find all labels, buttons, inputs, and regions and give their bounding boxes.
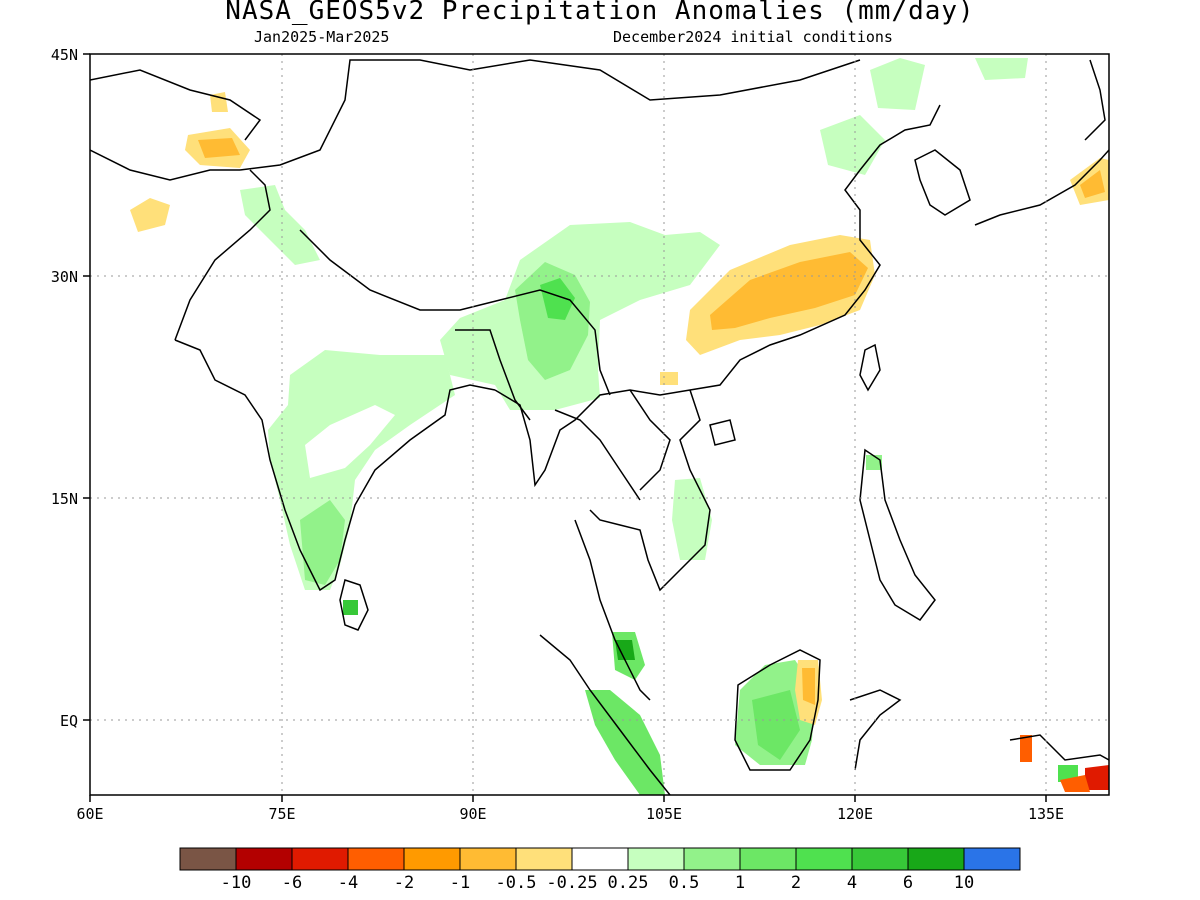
- lon-label: 75E: [268, 805, 295, 823]
- colorbar-label: -10: [221, 873, 252, 893]
- anomaly-korea: [975, 58, 1028, 80]
- colorbar-label: 0.5: [669, 873, 700, 893]
- coast-vietnam: [589, 389, 711, 592]
- lat-label: 45N: [51, 46, 78, 64]
- initial-conditions: December2024 initial conditions: [613, 28, 893, 46]
- anomaly-srilanka: [343, 600, 358, 615]
- anomaly-png-dry-edge: [1060, 775, 1090, 792]
- coast-indochina: [494, 104, 941, 488]
- coast-borneo: [734, 649, 821, 771]
- coast-india: [174, 339, 496, 592]
- colorbar-swatch: [235, 847, 293, 871]
- lat-label: EQ: [60, 712, 78, 730]
- border-china: [239, 59, 861, 171]
- lon-labels: 60E 75E 90E 105E 120E 135E: [76, 805, 1064, 823]
- coastlines: [90, 59, 1109, 795]
- colorbar-swatch: [907, 847, 965, 871]
- colorbar-swatch: [179, 847, 237, 871]
- anomaly-png-dry: [1085, 765, 1109, 790]
- anomaly-southchina-core: [710, 252, 868, 330]
- coast-taiwan: [859, 343, 881, 392]
- coast-hainan: [709, 419, 736, 446]
- anomaly-tajik-core: [198, 138, 240, 158]
- colorbar-label: 0.25: [608, 873, 649, 893]
- lon-label: 135E: [1028, 805, 1064, 823]
- anomaly-india-dry-hole: [305, 405, 395, 478]
- lon-label: 90E: [459, 805, 486, 823]
- border-laos-vietnam: [629, 389, 671, 491]
- colorbar-swatch: [291, 847, 349, 871]
- colorbar-label: 2: [791, 873, 801, 893]
- colorbar-swatch: [515, 847, 573, 871]
- coast-japan: [974, 59, 1109, 226]
- colorbar-label: -6: [282, 873, 302, 893]
- coast-korea: [914, 149, 971, 216]
- colorbar-swatch: [795, 847, 853, 871]
- colorbar-swatch: [459, 847, 517, 871]
- anomaly-newguinea-west: [1020, 735, 1032, 762]
- ticks: [83, 53, 1047, 802]
- anomaly-manchuria: [820, 115, 885, 175]
- anomaly-borneo-dry-core: [802, 668, 815, 705]
- border-pakistan: [174, 169, 271, 341]
- coast-srilanka: [339, 579, 369, 631]
- coast-newguinea: [1009, 734, 1109, 761]
- colorbar-label: -0.5: [496, 873, 537, 893]
- anomaly-india-wet: [268, 350, 455, 590]
- lon-label: 60E: [76, 805, 103, 823]
- colorbar-label: 10: [954, 873, 974, 893]
- anomaly-japan-core: [1080, 170, 1105, 198]
- border-afghan: [90, 149, 240, 181]
- colorbar-swatch: [683, 847, 741, 871]
- colorbar-swatch: [739, 847, 797, 871]
- anomaly-malaya-core: [615, 640, 635, 660]
- anomaly-nwhimalaya: [240, 185, 320, 265]
- map-frame: [89, 53, 1110, 796]
- border-central-asia: [90, 69, 262, 141]
- border-himalaya: [299, 229, 611, 396]
- map-title: NASA_GEOS5v2 Precipitation Anomalies (mm…: [225, 0, 975, 26]
- colorbar-swatch: [627, 847, 685, 871]
- coast-philippines: [859, 448, 936, 621]
- colorbar: -10 -6 -4 -2 -1 -0.5 -0.25 0.25 0.5 1 2 4 6 10: [179, 847, 1021, 893]
- lat-label: 30N: [51, 268, 78, 286]
- colorbar-swatch: [347, 847, 405, 871]
- forecast-period: Jan2025-Mar2025: [254, 28, 390, 46]
- coast-sumatra: [539, 634, 671, 795]
- colorbar-label: -0.25: [546, 873, 597, 893]
- gridlines: [90, 54, 1109, 795]
- anomaly-tajik-north: [210, 92, 228, 112]
- anomaly-ne-china: [870, 58, 925, 110]
- lon-label: 105E: [646, 805, 682, 823]
- lon-label: 120E: [837, 805, 873, 823]
- anomaly-field: [130, 58, 1109, 795]
- border-bangladesh-myanmar: [455, 329, 641, 501]
- anomaly-yunnan-dry: [660, 372, 678, 385]
- colorbar-label: -1: [450, 873, 470, 893]
- colorbar-label: -2: [394, 873, 414, 893]
- coast-sulawesi: [849, 689, 902, 771]
- lat-label: 15N: [51, 490, 78, 508]
- anomaly-indochina: [672, 478, 712, 560]
- colorbar-swatch: [571, 847, 629, 871]
- colorbar-swatch: [851, 847, 909, 871]
- anomaly-sumatra: [585, 690, 665, 795]
- anomaly-afghan-dry: [130, 198, 170, 232]
- lat-labels: 45N 30N 15N EQ: [51, 46, 78, 730]
- anomaly-tibet-peak: [540, 278, 575, 320]
- colorbar-label: 4: [847, 873, 857, 893]
- coast-malay: [574, 519, 651, 701]
- anomaly-borneo-core: [752, 690, 800, 760]
- colorbar-label: -4: [338, 873, 358, 893]
- colorbar-swatch: [963, 847, 1021, 871]
- colorbar-swatch: [403, 847, 461, 871]
- anomaly-india-south: [300, 500, 345, 585]
- colorbar-label: 6: [903, 873, 913, 893]
- colorbar-label: 1: [735, 873, 745, 893]
